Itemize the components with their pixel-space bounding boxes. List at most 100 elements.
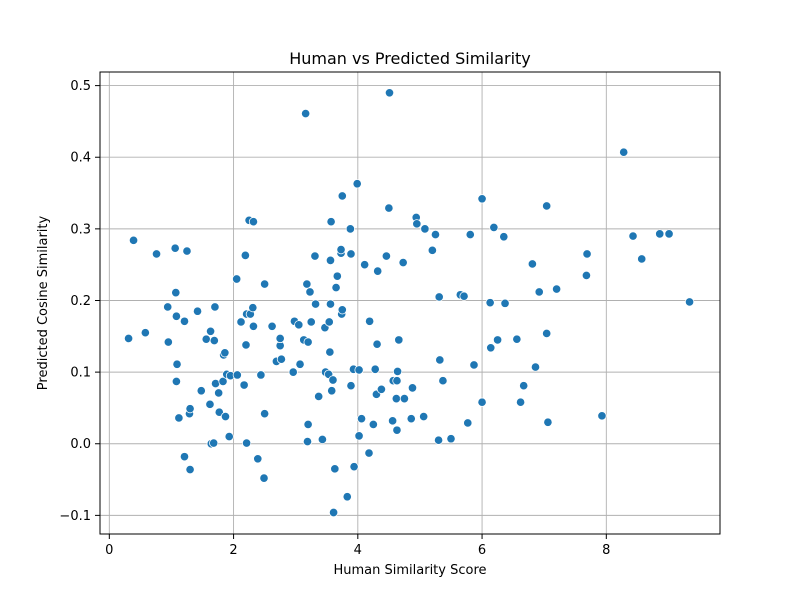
data-point — [170, 243, 180, 253]
data-point — [327, 386, 337, 396]
data-point — [364, 448, 374, 458]
data-point — [419, 411, 429, 422]
data-point — [628, 231, 638, 241]
data-point — [407, 383, 418, 393]
data-point — [332, 271, 342, 281]
data-point — [325, 347, 335, 357]
data-point — [253, 454, 263, 464]
data-point — [412, 219, 422, 229]
data-point — [214, 407, 224, 417]
data-point — [260, 409, 270, 419]
data-point — [305, 287, 315, 297]
data-point — [465, 230, 475, 240]
data-point — [388, 416, 398, 426]
data-point — [346, 381, 356, 391]
data-point — [314, 391, 324, 402]
data-point — [534, 287, 544, 297]
data-point — [259, 473, 269, 483]
data-point — [391, 394, 401, 404]
y-tick-label: −0.1 — [59, 509, 91, 524]
x-tick-label: 8 — [602, 543, 610, 558]
data-point — [485, 298, 495, 308]
data-point — [637, 254, 647, 264]
data-point — [302, 437, 313, 447]
data-point — [209, 438, 219, 448]
data-point — [543, 417, 553, 427]
data-point — [185, 464, 195, 475]
data-point — [519, 381, 529, 391]
x-tick-label: 6 — [478, 543, 486, 558]
data-point — [214, 388, 224, 398]
data-point — [325, 255, 336, 265]
grid-layer — [100, 72, 720, 534]
data-point — [337, 191, 347, 201]
data-point — [288, 367, 298, 377]
data-point — [356, 414, 367, 424]
data-point — [236, 317, 246, 327]
data-point — [239, 380, 249, 390]
y-axis-label: Predicted Cosine Similarity — [36, 215, 51, 390]
data-point — [201, 334, 211, 344]
data-point — [248, 217, 259, 227]
data-point — [463, 418, 473, 428]
data-point — [399, 394, 409, 404]
data-point — [326, 217, 336, 227]
data-point — [329, 507, 339, 518]
data-point — [597, 411, 607, 421]
points-layer — [124, 88, 695, 518]
data-point — [354, 431, 364, 441]
data-point — [516, 397, 526, 407]
data-point — [310, 299, 321, 309]
data-point — [393, 366, 403, 376]
data-point — [172, 359, 182, 369]
data-point — [310, 251, 320, 261]
data-point — [542, 328, 552, 339]
y-tick-label: 0.4 — [70, 151, 91, 166]
data-point — [209, 336, 219, 346]
data-point — [381, 251, 391, 261]
ticks-layer — [95, 85, 607, 539]
data-point — [384, 203, 394, 213]
data-point — [185, 404, 195, 414]
data-point — [171, 288, 181, 298]
data-point — [325, 299, 336, 309]
data-point — [171, 311, 181, 321]
data-point — [220, 348, 230, 358]
data-point — [376, 384, 386, 394]
data-point — [124, 333, 134, 344]
data-point — [256, 370, 266, 380]
data-point — [248, 303, 258, 313]
data-point — [392, 376, 402, 386]
data-point — [210, 302, 220, 312]
data-point — [171, 376, 181, 387]
data-point — [368, 419, 378, 429]
tick-labels-layer: 0 2 4 6 8 −0.1 0.0 0.1 0.2 0.3 0.4 0.5 — [59, 79, 610, 558]
data-point — [220, 411, 231, 422]
data-point — [372, 339, 382, 349]
data-point — [301, 108, 311, 119]
y-tick-label: 0.1 — [70, 366, 91, 381]
data-point — [459, 291, 469, 301]
data-point — [205, 399, 215, 409]
data-point — [303, 419, 313, 429]
data-point — [438, 376, 448, 386]
data-point — [346, 249, 356, 259]
data-point — [477, 397, 487, 407]
data-point — [196, 386, 206, 396]
data-point — [224, 432, 234, 442]
data-point — [151, 249, 162, 259]
y-tick-label: 0.3 — [70, 222, 91, 237]
data-point — [477, 194, 487, 204]
data-point — [655, 229, 665, 239]
data-point — [294, 320, 304, 330]
data-point — [295, 359, 305, 369]
y-tick-label: 0.2 — [70, 294, 91, 309]
data-point — [163, 337, 173, 347]
data-point — [684, 297, 695, 307]
data-point — [512, 334, 522, 344]
data-point — [302, 279, 312, 289]
data-point — [352, 179, 362, 189]
data-point — [306, 317, 316, 327]
data-point — [240, 250, 250, 260]
